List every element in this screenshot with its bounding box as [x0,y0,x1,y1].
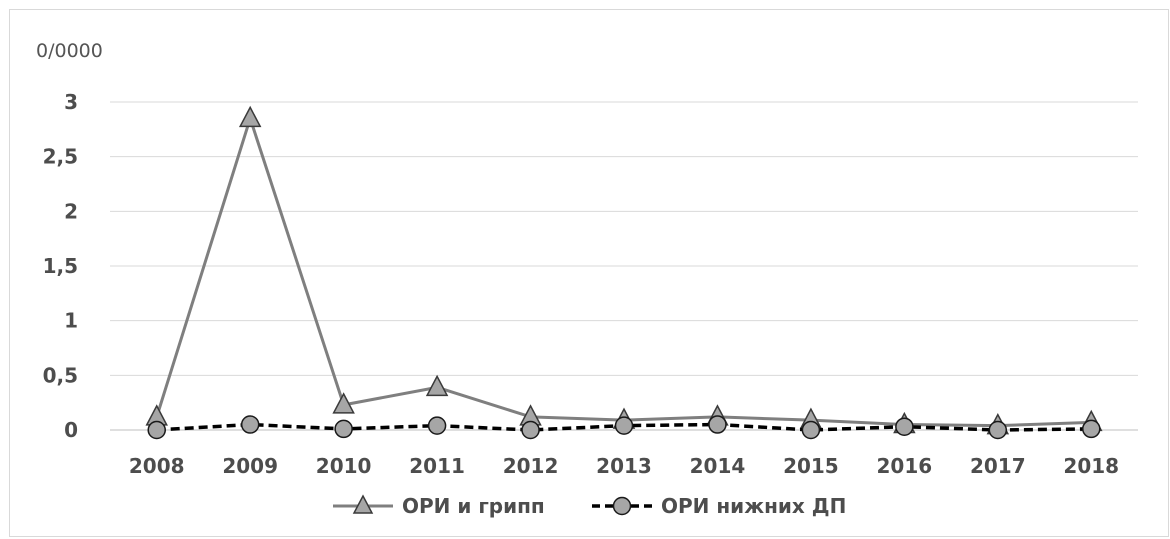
x-axis-ticks: 2008 2009 2010 2011 2012 2013 2014 2015 2016 2017… [129,454,1119,478]
data-point [240,415,260,434]
y-tick-label: 0,5 [43,363,78,387]
x-tick-label: 2010 [316,454,372,478]
data-point [708,415,727,434]
circle-marker-icon [612,496,632,516]
x-tick-label: 2015 [783,454,839,478]
data-point [614,416,634,435]
series-layer [145,105,1103,440]
legend-item-series-1: ОРИ и грипп [333,494,545,518]
legend-item-series-2: ОРИ нижних ДП [592,494,846,518]
legend: ОРИ и грипп ОРИ нижних ДП [333,494,846,518]
data-point [425,374,449,397]
data-point [1082,419,1101,439]
data-point [427,416,447,435]
data-point [895,417,914,436]
data-point [238,105,262,128]
y-tick-label: 1,5 [43,254,78,278]
series-2 [147,415,1101,440]
y-unit-label: 0/0000 [36,40,103,62]
data-point [332,392,355,414]
y-tick-label: 1 [64,309,78,333]
x-tick-label: 2014 [690,454,746,478]
y-tick-label: 0 [64,418,78,442]
data-point [801,420,821,440]
data-point [147,420,166,440]
data-point [334,419,353,439]
legend-label-series-2: ОРИ нижних ДП [661,494,846,518]
x-tick-label: 2008 [129,454,185,478]
x-tick-label: 2011 [409,454,465,478]
x-tick-label: 2017 [970,454,1026,478]
triangle-marker-icon [352,494,374,514]
x-tick-label: 2012 [503,454,559,478]
y-tick-label: 3 [64,90,78,114]
data-point [521,420,540,440]
legend-label-series-1: ОРИ и грипп [402,494,545,518]
y-axis-ticks: 0 0,5 1 1,5 2 2,5 3 [43,90,78,442]
x-tick-label: 2013 [596,454,652,478]
data-point [988,420,1008,440]
x-tick-label: 2016 [877,454,933,478]
y-tick-label: 2,5 [43,145,78,169]
series-line [155,116,1092,428]
y-tick-label: 2 [64,199,78,223]
x-tick-label: 2018 [1063,454,1119,478]
gridlines [110,101,1138,431]
x-tick-label: 2009 [222,454,278,478]
